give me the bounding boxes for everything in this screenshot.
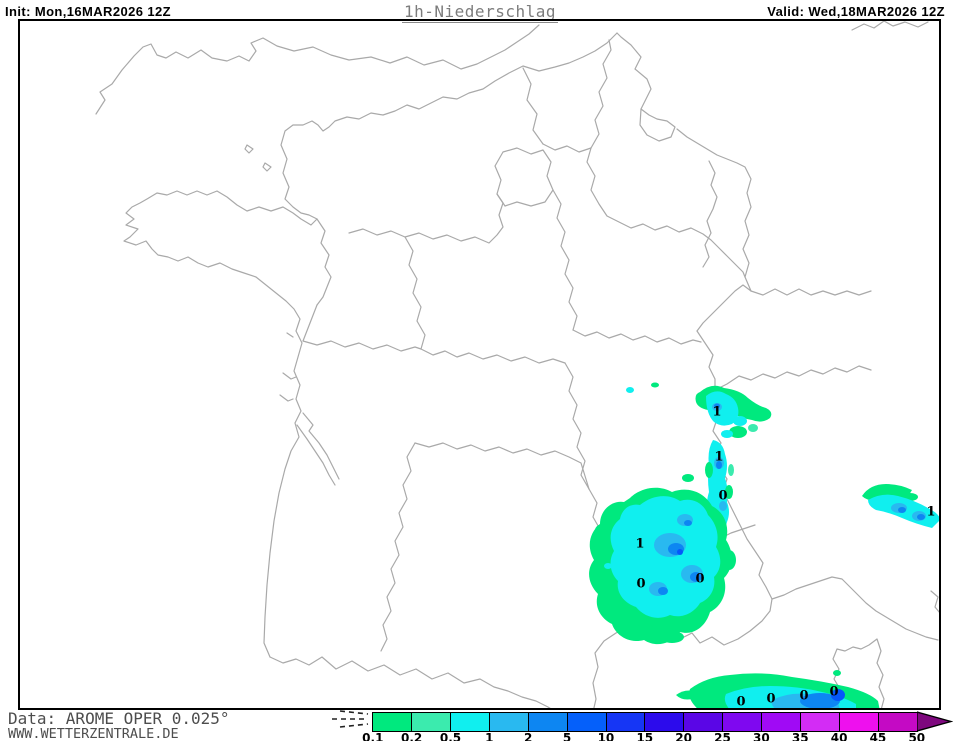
border-jura-link [696,284,752,332]
precip-value-label: 1 [635,536,645,552]
data-source-label: Data: AROME OPER 0.025° [8,709,230,728]
precip-mediterranean-band [676,670,880,708]
border-switzerland-jura [696,330,716,391]
colorbar-segment [567,713,607,731]
colorbar-segment [878,713,917,731]
colorbar-tick-label: 50 [908,731,926,741]
colorbar-tick-label: 45 [869,731,887,741]
precip-value-label: 1 [926,504,936,520]
precip-ligurian-streak [862,484,939,528]
colorbar-segment [489,713,529,731]
channel-islands [244,144,272,172]
coastline-italian-riviera [771,576,939,641]
colorbar-overflow-arrow [917,710,953,732]
colorbar-tick-label: 15 [636,731,654,741]
precip-value-label: 0 [799,688,809,704]
colorbar-tick-label: 5 [562,731,572,741]
precip-value-label: 0 [829,684,839,700]
coastlines-and-borders [95,21,939,708]
init-time-label: Init: Mon,16MAR2026 12Z [5,4,171,19]
border-luxembourg [639,108,676,142]
border-germany-rhine [676,128,752,292]
colorbar-segment [840,713,879,731]
coastline-england [95,24,540,115]
gironde-estuary [302,412,340,480]
border-switzerland-south [714,365,872,391]
colorbar-tick-label: 0.5 [439,731,462,741]
colorbar-segment [645,713,685,731]
colorbar-tick-label: 20 [675,731,693,741]
colorbar-tick-label: 40 [830,731,848,741]
colorbar-tick-label: 2 [524,731,533,741]
colorbar-tick-label: 1 [485,731,494,741]
precip-alps-band [626,382,772,532]
valid-time-label: Valid: Wed,18MAR2026 12Z [767,4,945,19]
border-belgium [616,32,652,110]
precip-value-label: 0 [766,691,776,707]
colorbar-tick-label: 25 [714,731,731,741]
precip-colorbar [372,712,918,732]
precipitation-field [589,382,939,708]
atlantic-islands [279,332,297,402]
precip-value-label: 1 [712,404,722,420]
colorbar-segment [762,713,802,731]
colorbar-segment [450,713,490,731]
colorbar-tick-label: 0.1 [362,731,384,741]
border-switzerland-north [750,288,872,296]
map-frame [18,19,941,710]
colorbar-segment [606,713,646,731]
trace-marks [332,710,369,728]
colorbar-segment [684,713,724,731]
map-title: 1h-Niederschlag [402,2,558,23]
colorbar-tick-label: 30 [753,731,770,741]
coastline-north-sea [851,21,929,31]
precip-value-label: 0 [695,571,705,587]
gironde-estuary-south [296,424,336,486]
colorbar-tick-label: 10 [597,731,615,741]
colorbar-segment [723,713,763,731]
colorbar-tick-label: 35 [791,731,809,741]
coastline-france-north-and-west [123,32,618,658]
precip-value-label: 0 [736,694,746,710]
colorbar-tick-label: 0.2 [401,731,423,741]
colorbar-segment [411,713,451,731]
colorbar-segment [801,713,841,731]
border-spain [269,656,551,708]
website-label: WWW.WETTERZENTRALE.DE [8,726,179,741]
coastline-italy-edge [930,590,939,613]
colorbar-segment [528,713,568,731]
colorbar-segment [373,713,412,731]
precip-provence-cluster [589,487,736,645]
precip-value-label: 0 [636,576,646,592]
coastline-corsica [832,638,885,708]
precip-value-label: 0 [718,488,728,504]
precip-value-label: 1 [714,449,724,465]
